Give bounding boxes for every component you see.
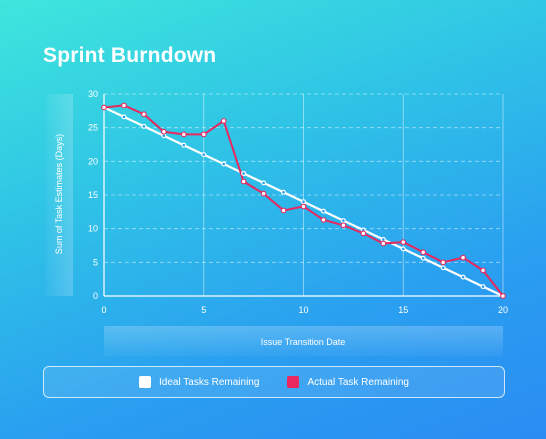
y-axis-band bbox=[46, 94, 73, 296]
y-tick-label: 25 bbox=[88, 123, 98, 133]
x-axis-band bbox=[104, 326, 503, 356]
actual-point bbox=[420, 249, 427, 256]
ideal-point bbox=[241, 170, 247, 176]
ideal-point bbox=[440, 265, 446, 271]
x-tick-label: 0 bbox=[101, 305, 106, 315]
legend: Ideal Tasks Remaining Actual Task Remain… bbox=[43, 366, 505, 398]
y-tick-label: 0 bbox=[93, 291, 98, 301]
actual-point bbox=[500, 293, 506, 299]
legend-item-ideal: Ideal Tasks Remaining bbox=[139, 376, 259, 388]
y-tick-label: 15 bbox=[88, 190, 98, 200]
ideal-point bbox=[121, 114, 127, 120]
actual-point bbox=[101, 104, 107, 111]
legend-label-actual: Actual Task Remaining bbox=[307, 376, 409, 388]
y-axis-title: Sum of Task Estimates (Days) bbox=[54, 134, 64, 254]
actual-point bbox=[220, 118, 227, 124]
y-tick-label: 5 bbox=[93, 257, 98, 267]
ideal-point bbox=[261, 180, 267, 186]
x-axis-title: Issue Transition Date bbox=[261, 337, 346, 347]
actual-point bbox=[320, 217, 327, 223]
actual-point bbox=[141, 111, 147, 118]
actual-point bbox=[480, 267, 486, 274]
ideal-point bbox=[281, 189, 287, 195]
actual-point bbox=[340, 222, 347, 229]
actual-point bbox=[400, 239, 407, 245]
ideal-point bbox=[320, 208, 326, 214]
ideal-point bbox=[480, 284, 486, 290]
actual-point bbox=[200, 131, 207, 138]
actual-point bbox=[260, 190, 267, 197]
actual-point bbox=[360, 230, 367, 237]
series-layer bbox=[101, 102, 506, 299]
ideal-swatch bbox=[139, 376, 151, 388]
ideal-point bbox=[460, 274, 466, 280]
actual-swatch bbox=[287, 376, 300, 388]
y-tick-label: 10 bbox=[88, 224, 98, 234]
ideal-point bbox=[420, 255, 426, 261]
ideal-point bbox=[201, 152, 207, 158]
y-tick-label: 30 bbox=[88, 89, 98, 99]
actual-point bbox=[180, 131, 187, 138]
x-tick-label: 5 bbox=[201, 305, 206, 315]
ideal-point bbox=[221, 161, 227, 167]
actual-point bbox=[161, 128, 167, 135]
ideal-point bbox=[340, 218, 346, 224]
legend-label-ideal: Ideal Tasks Remaining bbox=[159, 376, 260, 388]
ideal-point bbox=[141, 123, 147, 129]
actual-point bbox=[121, 102, 127, 109]
ideal-point bbox=[400, 246, 406, 252]
chart-title: Sprint Burndown bbox=[43, 44, 217, 67]
y-tick-label: 20 bbox=[88, 156, 98, 166]
actual-point bbox=[280, 207, 287, 214]
ideal-point bbox=[181, 142, 187, 148]
grid bbox=[104, 93, 504, 296]
actual-point bbox=[460, 254, 466, 261]
actual-point bbox=[240, 178, 247, 185]
x-tick-label: 10 bbox=[298, 305, 308, 315]
tick-labels: 0 5 10 15 20 25 30 0 5 10 15 20 bbox=[88, 89, 508, 315]
actual-point bbox=[380, 240, 387, 247]
actual-point bbox=[440, 259, 447, 266]
axes bbox=[103, 94, 503, 297]
ideal-point bbox=[301, 199, 307, 205]
x-tick-label: 15 bbox=[398, 305, 408, 315]
legend-item-actual: Actual Task Remaining bbox=[287, 376, 409, 388]
x-tick-label: 20 bbox=[498, 305, 508, 315]
actual-point bbox=[300, 203, 307, 210]
